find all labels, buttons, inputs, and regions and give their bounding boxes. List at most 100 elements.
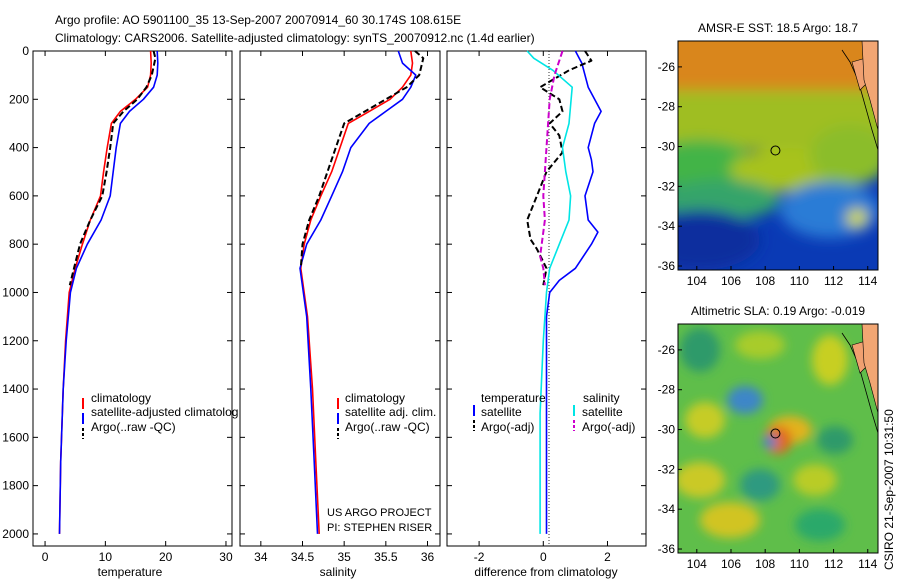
map-x-tick-label: 108 [755, 557, 775, 571]
map-y-tick-label: -36 [658, 542, 676, 556]
temperature-panel: 0 10 20 30 0 200 400 600 800 1000 1200 1400 1600 1800… [2, 44, 238, 579]
series-line [526, 50, 574, 534]
difference-panel: -2 0 2 difference from climatology tempera… [446, 50, 647, 579]
temperature-plot-frame [32, 50, 233, 547]
map-x-tick-label: 106 [721, 557, 741, 571]
y-tick-label: 1000 [2, 285, 29, 299]
series-line [58, 50, 159, 534]
x-tick-label: 36 [421, 550, 435, 564]
salinity-legend: climatology satellite adj. clim. Argo(..… [337, 391, 436, 439]
sla-map-axes: 104 106 108 110 112 114 -26 -28 -30 -32 -34 -36 [658, 343, 878, 571]
legend-label-satellite: satellite-adjusted climatolog [91, 405, 238, 419]
y-tick-label: 200 [9, 92, 29, 106]
map-y-tick-label: -30 [658, 423, 676, 437]
difference-xlabel: difference from climatology [474, 565, 617, 579]
difference-axes: -2 0 2 [447, 50, 646, 564]
map-y-tick-label: -34 [658, 219, 676, 233]
sla-map-field [678, 324, 878, 553]
map-y-tick-label: -26 [658, 343, 676, 357]
map-x-tick-label: 108 [755, 274, 775, 288]
map-x-tick-label: 114 [858, 274, 877, 288]
map-x-tick-label: 106 [721, 274, 741, 288]
legend-label-temp-argo: Argo(-adj) [481, 420, 534, 434]
temperature-xlabel: temperature [98, 565, 163, 579]
map-y-tick-label: -26 [658, 60, 676, 74]
map-y-tick-label: -30 [658, 140, 676, 154]
legend-label-sal-satellite: satellite [582, 405, 623, 419]
x-tick-label: 34.5 [291, 550, 315, 564]
figure-title-line1: Argo profile: AO 5901100_35 13-Sep-2007 … [55, 13, 461, 27]
x-tick-label: 35.5 [374, 550, 398, 564]
x-tick-label: 0 [42, 550, 49, 564]
sst-map-axes: 104 106 108 110 112 114 -26 -28 -30 -32 -34 -36 [658, 60, 878, 288]
y-tick-label: 1200 [2, 334, 29, 348]
y-tick-label: 800 [9, 237, 29, 251]
side-stamp: CSIRO 21-Sep-2007 10:31:50 [882, 409, 896, 570]
legend-label-satellite: satellite adj. clim. [345, 405, 436, 419]
map-x-tick-label: 104 [687, 274, 707, 288]
x-tick-label: 0 [540, 550, 547, 564]
map-y-tick-label: -32 [658, 179, 676, 193]
salinity-axes: 34 34.5 35 35.5 36 [240, 50, 440, 564]
sst-map-field [678, 41, 878, 270]
series-line [299, 50, 417, 534]
series-line [545, 50, 602, 534]
y-tick-label: 1400 [2, 382, 29, 396]
legend-label-temp-satellite: satellite [481, 405, 522, 419]
sla-map-title: Altimetric SLA: 0.19 Argo: -0.019 [691, 304, 865, 318]
map-y-tick-label: -34 [658, 502, 676, 516]
temperature-legend: climatology satellite-adjusted climatolo… [82, 391, 238, 439]
legend-label-climatology: climatology [91, 391, 151, 405]
x-tick-label: 10 [99, 550, 113, 564]
y-tick-label: 400 [9, 141, 29, 155]
map-y-tick-label: -28 [658, 100, 676, 114]
x-tick-label: 35 [337, 550, 351, 564]
sla-map-panel: Altimetric SLA: 0.19 Argo: -0.019 [658, 304, 879, 571]
map-x-tick-label: 112 [824, 557, 843, 571]
sst-map-frame [677, 40, 879, 271]
map-x-tick-label: 110 [790, 557, 809, 571]
x-tick-label: 34 [254, 550, 268, 564]
series-line [539, 50, 564, 286]
temperature-axes: 0 10 20 30 0 200 400 600 800 1000 1200 1400 1600 1800… [2, 44, 233, 564]
map-x-tick-label: 114 [858, 557, 877, 571]
figure-title-line2: Climatology: CARS2006. Satellite-adjuste… [55, 31, 535, 45]
x-tick-label: 20 [159, 550, 173, 564]
legend-label-argo: Argo(..raw -QC) [345, 420, 430, 434]
y-tick-label: 2000 [2, 527, 29, 541]
y-tick-label: 1800 [2, 479, 29, 493]
legend-label-sal-argo: Argo(-adj) [582, 420, 635, 434]
series-line [299, 50, 425, 269]
series-line [526, 50, 593, 286]
difference-legend: temperature salinity satellite Argo(-adj… [473, 391, 635, 434]
map-y-tick-label: -36 [658, 259, 676, 273]
x-tick-label: -2 [474, 550, 485, 564]
credit-line2: PI: STEPHEN RISER [327, 522, 432, 534]
series-line [68, 50, 157, 286]
sst-map-title: AMSR-E SST: 18.5 Argo: 18.7 [698, 21, 858, 35]
map-x-tick-label: 104 [687, 557, 707, 571]
legend-header-salinity: salinity [583, 391, 620, 405]
legend-label-climatology: climatology [345, 391, 405, 405]
salinity-plot-frame [239, 50, 441, 547]
y-tick-label: 0 [22, 44, 29, 58]
y-tick-label: 1600 [2, 430, 29, 444]
salinity-xlabel: salinity [320, 565, 357, 579]
map-x-tick-label: 112 [824, 274, 843, 288]
credit-line1: US ARGO PROJECT [327, 507, 432, 519]
map-y-tick-label: -32 [658, 462, 676, 476]
salinity-panel: 34 34.5 35 35.5 36 salinity climatology sate… [239, 50, 441, 579]
sst-map-panel: AMSR-E SST: 18.5 Argo: 18.7 104 106 108 110… [658, 21, 879, 288]
argo-position-marker [770, 428, 781, 439]
argo-position-marker [770, 145, 781, 156]
series-line [299, 50, 414, 534]
legend-header-temperature: temperature [481, 391, 546, 405]
x-tick-label: 30 [219, 550, 233, 564]
legend-label-argo: Argo(..raw -QC) [91, 420, 176, 434]
map-y-tick-label: -28 [658, 383, 676, 397]
x-tick-label: 2 [604, 550, 611, 564]
sla-map-frame [677, 323, 879, 554]
y-tick-label: 600 [9, 189, 29, 203]
map-x-tick-label: 110 [790, 274, 809, 288]
